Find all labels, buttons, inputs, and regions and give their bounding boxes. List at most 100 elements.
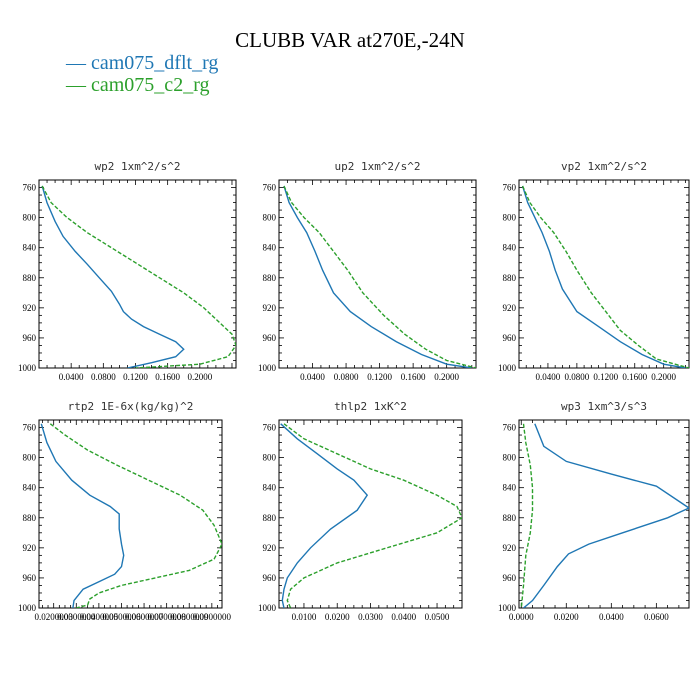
panel-5: wp3 1xm^3/s^3 760 800 840 880 920 960 10000.000… xyxy=(498,400,690,622)
y-tick-label: 1000 xyxy=(258,603,277,613)
x-tick-label: 0.0400 xyxy=(300,372,325,382)
panel-title: wp2 1xm^2/s^2 xyxy=(94,160,180,173)
x-tick-label: 0.0000 xyxy=(509,612,534,622)
x-tick-label: 0.0700000 xyxy=(148,612,187,622)
x-tick-label: 0.0500000 xyxy=(102,612,141,622)
y-tick-label: 760 xyxy=(503,183,517,193)
y-tick-label: 800 xyxy=(23,213,37,223)
panel-0: wp2 1xm^2/s^2 760 800 840 880 920 960 1000 0.040… xyxy=(18,160,237,382)
y-tick-label: 880 xyxy=(503,513,517,523)
legend-label-c2: cam075_c2_rg xyxy=(91,74,210,96)
panel-title: up2 1xm^2/s^2 xyxy=(334,160,420,173)
panel-title: rtp2 1E-6x(kg/kg)^2 xyxy=(68,400,194,413)
y-tick-label: 840 xyxy=(23,483,37,493)
y-tick-label: 880 xyxy=(263,273,277,283)
y-tick-label: 920 xyxy=(503,543,517,553)
x-tick-label: 0.1600 xyxy=(622,372,647,382)
plot-frame xyxy=(38,419,223,609)
legend-item-c2: — cam075_c2_rg xyxy=(66,74,210,96)
x-tick-label: 0.1600 xyxy=(155,372,180,382)
x-tick-label: 0.0400 xyxy=(536,372,561,382)
plot-frame xyxy=(518,419,690,609)
y-tick-label: 840 xyxy=(503,243,517,253)
y-tick-label: 800 xyxy=(503,213,517,223)
y-tick-label: 920 xyxy=(263,303,277,313)
panel-title: vp2 1xm^2/s^2 xyxy=(561,160,647,173)
x-tick-label: 0.0400 xyxy=(391,612,416,622)
panel-1: up2 1xm^2/s^2 760 800 840 880 920 960 1000 0.040… xyxy=(258,160,477,382)
x-tick-label: 0.0300000 xyxy=(57,612,96,622)
y-tick-label: 800 xyxy=(503,453,517,463)
x-tick-label: 0.0900000 xyxy=(193,612,232,622)
series-line-c2 xyxy=(283,185,476,368)
series-line-dflt xyxy=(523,423,689,608)
y-tick-label: 880 xyxy=(23,513,37,523)
panel-title: wp3 1xm^3/s^3 xyxy=(561,400,647,413)
y-tick-label: 760 xyxy=(263,183,277,193)
plot-frame xyxy=(278,419,463,609)
series-line-dflt xyxy=(280,423,369,608)
y-tick-label: 920 xyxy=(23,303,37,313)
y-tick-label: 760 xyxy=(23,423,37,433)
y-tick-label: 920 xyxy=(23,543,37,553)
x-tick-label: 0.0500 xyxy=(425,612,450,622)
x-tick-label: 0.0100 xyxy=(292,612,317,622)
x-tick-label: 0.2000 xyxy=(187,372,212,382)
series-line-dflt xyxy=(521,185,686,368)
series-line-c2 xyxy=(283,423,462,608)
x-tick-label: 0.0800000 xyxy=(170,612,209,622)
y-tick-label: 760 xyxy=(263,423,277,433)
y-tick-label: 880 xyxy=(23,273,37,283)
y-tick-label: 800 xyxy=(23,453,37,463)
y-tick-label: 1000 xyxy=(18,603,37,613)
x-tick-label: 0.1200 xyxy=(593,372,618,382)
y-tick-label: 800 xyxy=(263,453,277,463)
plot-frame xyxy=(38,179,237,369)
y-tick-label: 840 xyxy=(23,243,37,253)
x-tick-label: 0.0800 xyxy=(91,372,116,382)
x-tick-label: 0.0400 xyxy=(59,372,84,382)
panel-title: thlp2 1xK^2 xyxy=(334,400,407,413)
y-tick-label: 840 xyxy=(263,243,277,253)
x-tick-label: 0.0600000 xyxy=(125,612,164,622)
series-line-c2 xyxy=(520,423,534,608)
x-tick-label: 0.0600 xyxy=(644,612,669,622)
plot-frame xyxy=(518,179,690,369)
y-tick-label: 960 xyxy=(263,333,277,343)
y-tick-label: 1000 xyxy=(258,363,277,373)
y-tick-label: 1000 xyxy=(498,363,517,373)
x-tick-label: 0.0800 xyxy=(564,372,589,382)
y-tick-label: 760 xyxy=(23,183,37,193)
y-tick-label: 840 xyxy=(503,483,517,493)
y-tick-label: 800 xyxy=(263,213,277,223)
y-tick-label: 960 xyxy=(503,573,517,583)
x-tick-label: 0.1600 xyxy=(401,372,426,382)
panel-3: rtp2 1E-6x(kg/kg)^2 760 800 840 880 920 960 100… xyxy=(18,400,231,622)
y-tick-label: 880 xyxy=(503,273,517,283)
x-tick-label: 0.0200 xyxy=(554,612,579,622)
y-tick-label: 880 xyxy=(263,513,277,523)
panel-2: vp2 1xm^2/s^2 760 800 840 880 920 960 1000 0.040… xyxy=(498,160,690,382)
panel-4: thlp2 1xK^2 760 800 840 880 920 960 1000 0.0100 0… xyxy=(258,400,463,622)
x-tick-label: 0.2000 xyxy=(651,372,676,382)
y-tick-label: 1000 xyxy=(498,603,517,613)
page-title: CLUBB VAR at270E,-24N xyxy=(235,28,465,52)
x-tick-label: 0.0400000 xyxy=(80,612,119,622)
legend-item-dflt: — cam075_dflt_rg xyxy=(66,52,219,74)
y-tick-label: 1000 xyxy=(18,363,37,373)
x-tick-label: 0.0300 xyxy=(358,612,383,622)
y-tick-label: 920 xyxy=(503,303,517,313)
y-tick-label: 960 xyxy=(23,573,37,583)
series-line-dflt xyxy=(41,185,185,368)
y-tick-label: 960 xyxy=(263,573,277,583)
series-line-dflt xyxy=(40,423,125,608)
x-tick-label: 0.0400 xyxy=(599,612,624,622)
y-tick-label: 960 xyxy=(23,333,37,343)
series-line-dflt xyxy=(283,185,472,368)
x-tick-label: 0.1200 xyxy=(367,372,392,382)
x-tick-label: 0.2000 xyxy=(434,372,459,382)
legend: — cam075_dflt_rg — cam075_c2_rg xyxy=(66,52,218,96)
x-tick-label: 0.0200 xyxy=(325,612,350,622)
y-tick-label: 960 xyxy=(503,333,517,343)
